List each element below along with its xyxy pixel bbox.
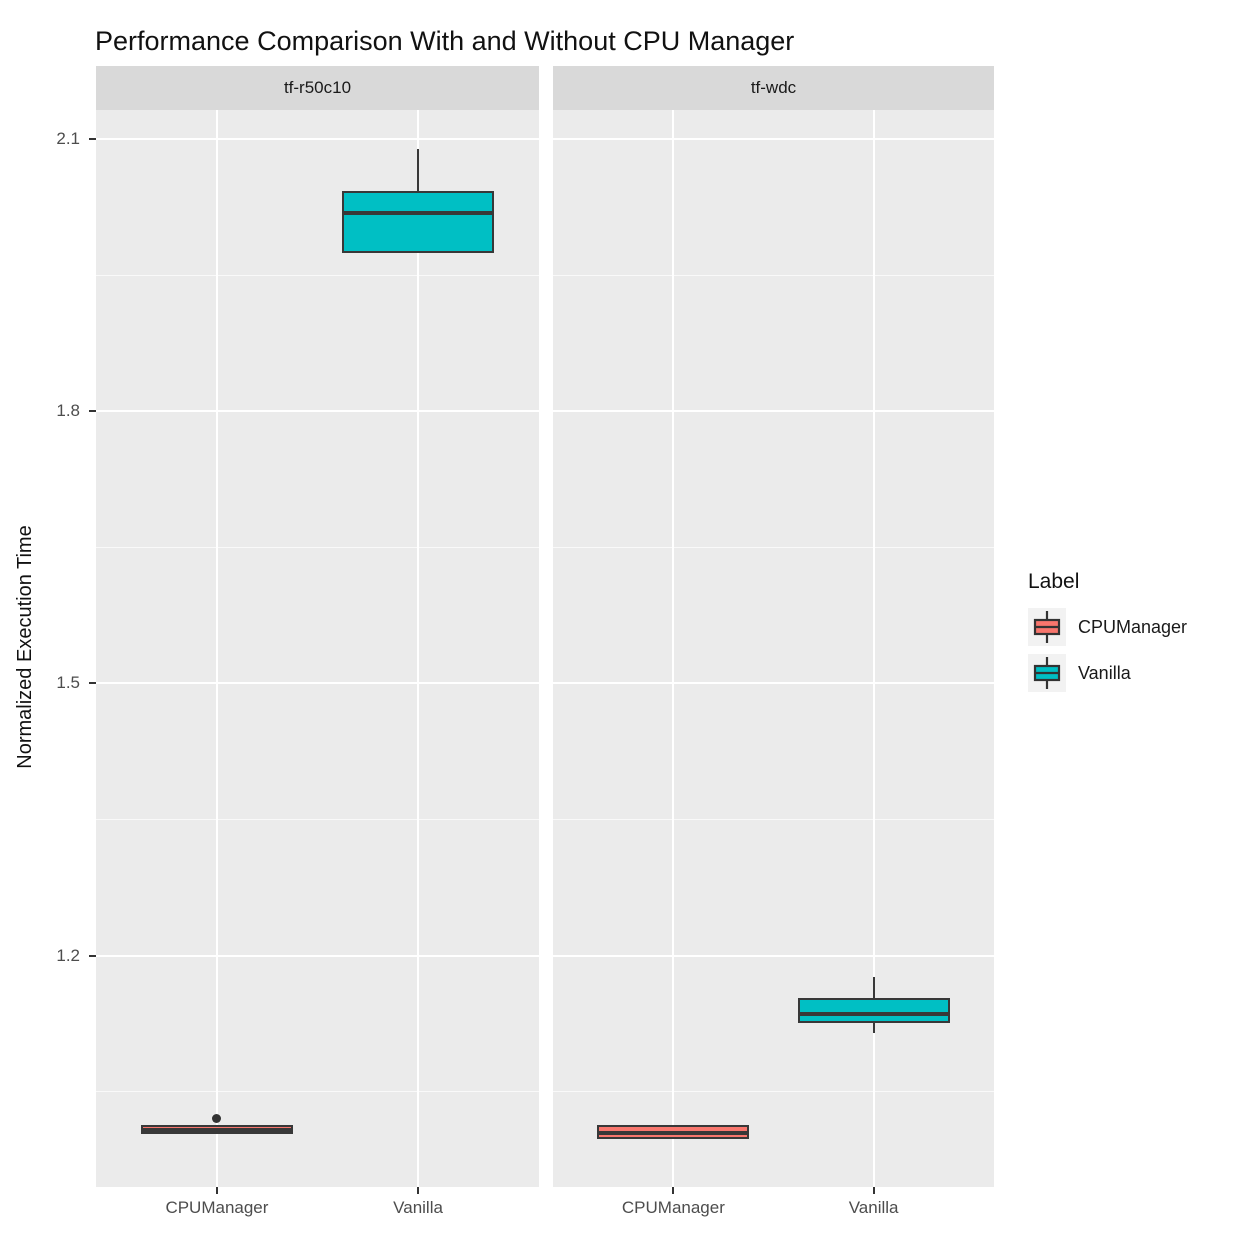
gridline-minor [553, 819, 994, 821]
chart-title: Performance Comparison With and Without … [95, 26, 795, 56]
boxplot-box-vanilla [797, 998, 950, 1023]
gridline-minor [96, 546, 539, 548]
boxplot-median [799, 1011, 948, 1016]
x-tick-label: Vanilla [848, 1198, 899, 1217]
boxplot-key-icon [1028, 608, 1066, 646]
whisker-upper [872, 977, 875, 999]
plot-area [553, 110, 994, 1187]
x-tick-label: Vanilla [393, 1198, 443, 1217]
boxplot-box-vanilla [342, 190, 495, 254]
outlier-point [212, 1113, 222, 1123]
gridline-major [553, 954, 994, 957]
x-tick-mark [872, 1187, 875, 1194]
legend: Label CPUManager Vanilla [1028, 570, 1187, 700]
whisker-upper [417, 149, 420, 191]
gridline-major [553, 138, 994, 141]
whisker-lower [872, 1022, 875, 1033]
boxplot-median [599, 1130, 748, 1135]
plot-area [96, 110, 539, 1187]
y-tick-label: 1.2 [56, 945, 80, 965]
legend-item-vanilla: Vanilla [1028, 654, 1187, 692]
y-tick-mark [89, 954, 96, 957]
boxplot-median [142, 1127, 291, 1132]
gridline-major [96, 954, 539, 957]
y-tick-mark [89, 138, 96, 141]
facet-strip: tf-wdc [553, 66, 994, 110]
x-tick-mark [417, 1187, 420, 1194]
x-tick-label: CPUManager [165, 1198, 269, 1217]
y-tick-label: 2.1 [56, 129, 80, 149]
x-tick-mark [215, 1187, 218, 1194]
gridline-minor [96, 1091, 539, 1093]
y-tick-label: 1.8 [56, 401, 80, 421]
legend-label: CPUManager [1078, 616, 1188, 637]
gridline-major [96, 682, 539, 685]
legend-label: Vanilla [1078, 662, 1131, 683]
y-axis-title: Normalized Execution Time [14, 525, 36, 769]
y-tick-label: 1.5 [56, 673, 80, 693]
gridline-major [96, 138, 539, 141]
gridline-major [553, 682, 994, 685]
facet-strip-label: tf-wdc [750, 78, 797, 97]
gridline-major-vertical [215, 110, 218, 1187]
gridline-minor [96, 274, 539, 276]
x-tick-mark [672, 1187, 675, 1194]
gridline-major [553, 410, 994, 413]
facet-strip-label: tf-r50c10 [283, 78, 352, 97]
y-tick-mark [89, 682, 96, 685]
facet-strip: tf-r50c10 [96, 66, 539, 110]
y-tick-mark [89, 410, 96, 413]
gridline-minor [553, 546, 994, 548]
legend-item-cpumanager: CPUManager [1028, 608, 1187, 646]
gridline-minor [96, 819, 539, 821]
gridline-major-vertical [672, 110, 675, 1187]
legend-title: Label [1028, 570, 1080, 593]
x-tick-label: CPUManager [621, 1198, 725, 1217]
gridline-minor [553, 274, 994, 276]
gridline-major-vertical [872, 110, 875, 1187]
boxplot-key-icon [1028, 654, 1066, 692]
boxplot-median [344, 211, 493, 216]
gridline-minor [553, 1091, 994, 1093]
gridline-major [96, 410, 539, 413]
gridline-major-vertical [417, 110, 420, 1187]
